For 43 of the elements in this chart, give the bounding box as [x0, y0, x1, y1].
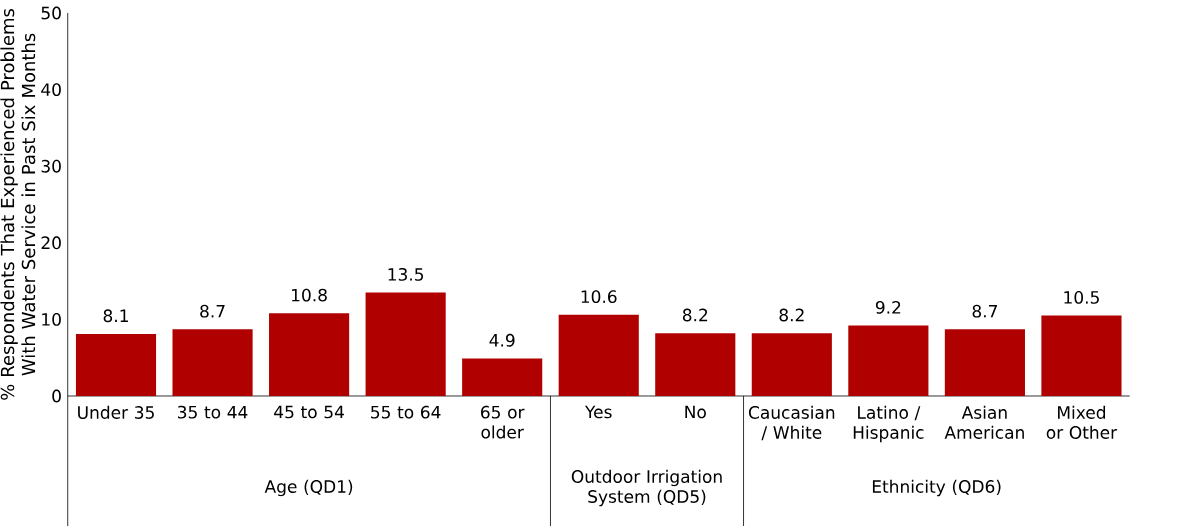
x-tick-label: Yes — [584, 405, 612, 419]
data-label: 10.8 — [292, 288, 327, 302]
y-tick-label: 50 — [41, 6, 61, 20]
bar — [1041, 315, 1122, 396]
text: Outdoor Irrigation System (QD5) — [571, 469, 722, 507]
x-tick-label: 55 to 64 — [371, 405, 441, 419]
bar — [751, 333, 832, 396]
x-tick-label: 45 to 54 — [274, 405, 344, 419]
bar — [944, 329, 1025, 396]
y-tick-label: 30 — [41, 159, 61, 173]
x-tick-label: Mixed or Other — [1046, 405, 1118, 439]
data-label: 8.7 — [972, 304, 997, 318]
y-tick-label: 20 — [41, 236, 61, 250]
data-label: 13.5 — [388, 268, 424, 281]
data-label: 10.6 — [581, 290, 617, 304]
data-label: 8.1 — [103, 309, 128, 323]
data-label: 8.2 — [779, 308, 804, 322]
data-label: 9.2 — [875, 300, 901, 314]
x-tick-label: Caucasian / White — [748, 405, 835, 441]
text: Age (QD1) — [264, 479, 353, 497]
y-axis-title: % Respondents That Experienced Problems With Water Service in Past Six Months — [0, 8, 36, 400]
x-tick-label: Latino / Hispanic — [853, 405, 924, 443]
bar — [365, 292, 446, 396]
bar — [558, 314, 639, 396]
x-tick-label: Under 35 — [78, 405, 154, 419]
y-tick-label: 40 — [41, 83, 61, 97]
bar — [269, 313, 350, 396]
x-tick-label: Asian American — [944, 405, 1024, 439]
data-label: 8.2 — [682, 308, 708, 322]
x-tick-label: 65 or older — [481, 405, 525, 439]
data-label: 10.5 — [1064, 290, 1099, 304]
bar — [462, 358, 543, 396]
data-label: 8.7 — [200, 304, 225, 318]
bar — [848, 325, 929, 396]
y-tick-label: 0 — [52, 389, 61, 403]
data-label: 4.9 — [489, 333, 515, 347]
x-tick-label: No — [685, 405, 706, 419]
text: Ethnicity (QD6) — [872, 479, 1001, 497]
bar — [75, 333, 157, 396]
y-tick-label: 10 — [42, 312, 61, 326]
bar — [655, 333, 736, 396]
bar — [172, 329, 253, 396]
x-tick-label: 35 to 44 — [178, 405, 248, 419]
